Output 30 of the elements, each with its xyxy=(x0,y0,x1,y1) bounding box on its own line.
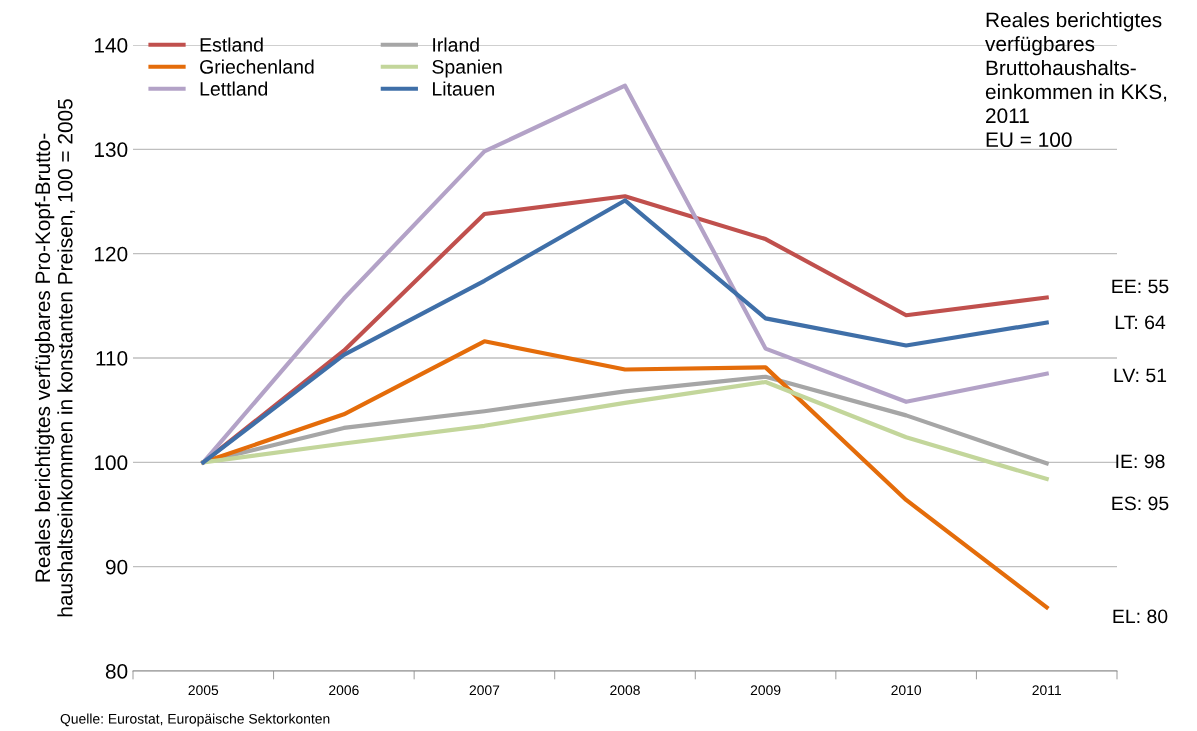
legend-label: Litauen xyxy=(433,81,494,96)
legend-label: Irland xyxy=(433,37,479,52)
y-tick-label: 120 xyxy=(94,246,128,262)
annotation: ES: 95 xyxy=(1112,496,1169,511)
y-tick-label: 100 xyxy=(94,455,128,471)
annotation: LV: 51 xyxy=(1114,368,1167,383)
y-axis-title: Reales berichtigtes verfügbares Pro-Kopf-Brutto- haushaltseinkommen in konstanten Preisen, 100 = 2005 xyxy=(34,99,76,617)
x-tick-label: 2007 xyxy=(469,685,500,696)
legend-label: Lettland xyxy=(200,81,268,96)
line-series xyxy=(201,379,1049,482)
annotation: Reales berichtigtes verfügbares Bruttohaushalts- einkommen in KKS, 2011 EU = 100 xyxy=(985,12,1167,148)
x-tick-label: 2009 xyxy=(750,685,781,696)
annotation: EL: 80 xyxy=(1113,609,1168,624)
x-tick-label: 2011 xyxy=(1032,685,1061,696)
legend-label: Estland xyxy=(200,37,263,52)
annotation: IE: 98 xyxy=(1116,454,1165,469)
x-tick-label: 2005 xyxy=(188,685,219,696)
y-tick-label: 80 xyxy=(105,664,128,679)
annotation: EE: 55 xyxy=(1112,279,1169,294)
y-tick-label: 140 xyxy=(94,38,128,53)
x-tick-label: 2010 xyxy=(891,685,922,696)
source-note: Quelle: Eurostat, Europäische Sektorkonten xyxy=(60,713,330,727)
x-tick-label: 2006 xyxy=(329,685,359,696)
x-tick-label: 2008 xyxy=(610,685,640,696)
y-tick-label: 90 xyxy=(105,559,128,575)
legend-label: Griechenland xyxy=(200,59,314,74)
y-tick-label: 110 xyxy=(96,351,128,366)
annotation: LT: 64 xyxy=(1115,315,1166,330)
legend-label: Spanien xyxy=(432,59,502,78)
y-tick-label: 130 xyxy=(94,142,128,158)
